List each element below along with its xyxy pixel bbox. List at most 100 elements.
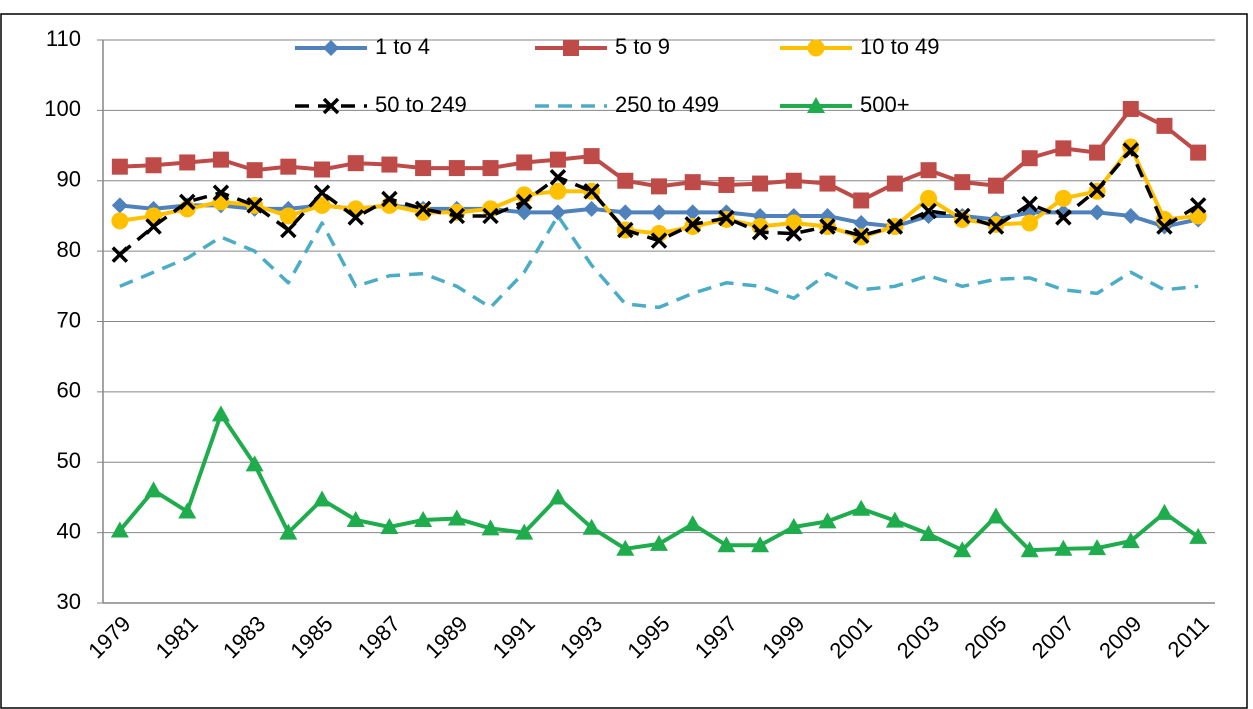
marker: [111, 246, 129, 263]
marker: [1122, 207, 1139, 224]
marker: [583, 183, 600, 200]
marker: [1156, 218, 1173, 235]
y-tick-label: 60: [57, 378, 81, 403]
marker: [785, 225, 803, 242]
y-tick-label: 40: [57, 518, 81, 543]
marker: [919, 525, 938, 542]
legend-label: 10 to 49: [860, 34, 940, 59]
marker: [987, 177, 1004, 194]
marker: [583, 148, 600, 165]
marker: [751, 536, 770, 553]
marker: [582, 518, 601, 535]
marker: [381, 190, 398, 208]
marker: [651, 178, 667, 195]
marker: [1088, 181, 1106, 199]
marker: [751, 223, 769, 241]
marker: [110, 521, 129, 538]
marker: [1020, 541, 1039, 558]
marker: [818, 512, 837, 529]
marker: [920, 202, 937, 220]
marker: [145, 157, 162, 174]
legend-label: 50 to 249: [375, 92, 467, 117]
marker: [313, 184, 331, 201]
marker: [684, 174, 701, 191]
marker: [1122, 142, 1139, 159]
marker: [920, 162, 937, 179]
marker: [111, 212, 129, 230]
marker: [752, 175, 769, 192]
marker: [684, 204, 701, 221]
marker: [852, 499, 871, 516]
marker: [1021, 150, 1038, 167]
legend-label: 500+: [860, 92, 910, 117]
marker: [563, 40, 579, 56]
marker: [718, 209, 735, 227]
marker: [583, 200, 600, 217]
marker: [414, 510, 433, 527]
marker: [145, 218, 162, 235]
marker: [650, 534, 668, 551]
y-tick-label: 70: [57, 307, 81, 332]
marker: [246, 162, 263, 179]
legend-label: 250 to 499: [615, 92, 719, 117]
marker: [1189, 197, 1207, 214]
y-tick-label: 90: [57, 167, 81, 192]
marker: [920, 189, 938, 207]
marker: [683, 515, 702, 532]
marker: [718, 176, 735, 193]
marker: [279, 523, 298, 540]
marker: [211, 405, 230, 422]
marker: [111, 197, 128, 214]
series-line: [119, 214, 1199, 310]
marker: [414, 200, 432, 218]
marker: [549, 151, 566, 168]
marker: [886, 218, 904, 235]
marker: [684, 216, 701, 233]
marker: [111, 158, 128, 175]
legend-label: 5 to 9: [615, 34, 670, 59]
marker: [650, 232, 668, 249]
marker: [1189, 527, 1208, 544]
marker: [548, 488, 567, 505]
marker: [179, 193, 196, 211]
marker: [347, 155, 364, 172]
y-tick-label: 110: [46, 26, 81, 51]
marker: [347, 209, 364, 226]
marker: [807, 39, 825, 57]
marker: [280, 221, 297, 239]
marker: [717, 536, 736, 553]
marker: [1155, 503, 1174, 520]
marker: [853, 192, 870, 209]
marker: [819, 218, 836, 235]
marker: [853, 214, 870, 231]
marker: [1021, 195, 1038, 213]
marker: [549, 204, 566, 221]
legend-label: 1 to 4: [375, 34, 430, 59]
marker: [852, 227, 870, 244]
marker: [953, 541, 972, 558]
marker: [549, 168, 567, 186]
marker: [414, 203, 432, 221]
y-tick-label: 50: [57, 448, 81, 473]
marker: [986, 507, 1005, 524]
marker: [482, 207, 499, 225]
marker: [954, 174, 971, 191]
marker: [1054, 189, 1072, 207]
marker: [785, 172, 802, 189]
marker: [1089, 144, 1106, 161]
marker: [651, 204, 667, 221]
marker: [481, 519, 500, 536]
marker: [1122, 138, 1140, 156]
marker: [515, 193, 533, 211]
marker: [314, 161, 331, 178]
marker: [1088, 539, 1107, 556]
marker: [1190, 144, 1207, 161]
marker: [279, 207, 297, 225]
marker: [954, 207, 971, 225]
marker: [448, 207, 466, 225]
marker: [448, 160, 465, 177]
marker: [380, 517, 399, 534]
marker: [179, 154, 196, 171]
marker: [885, 511, 904, 528]
